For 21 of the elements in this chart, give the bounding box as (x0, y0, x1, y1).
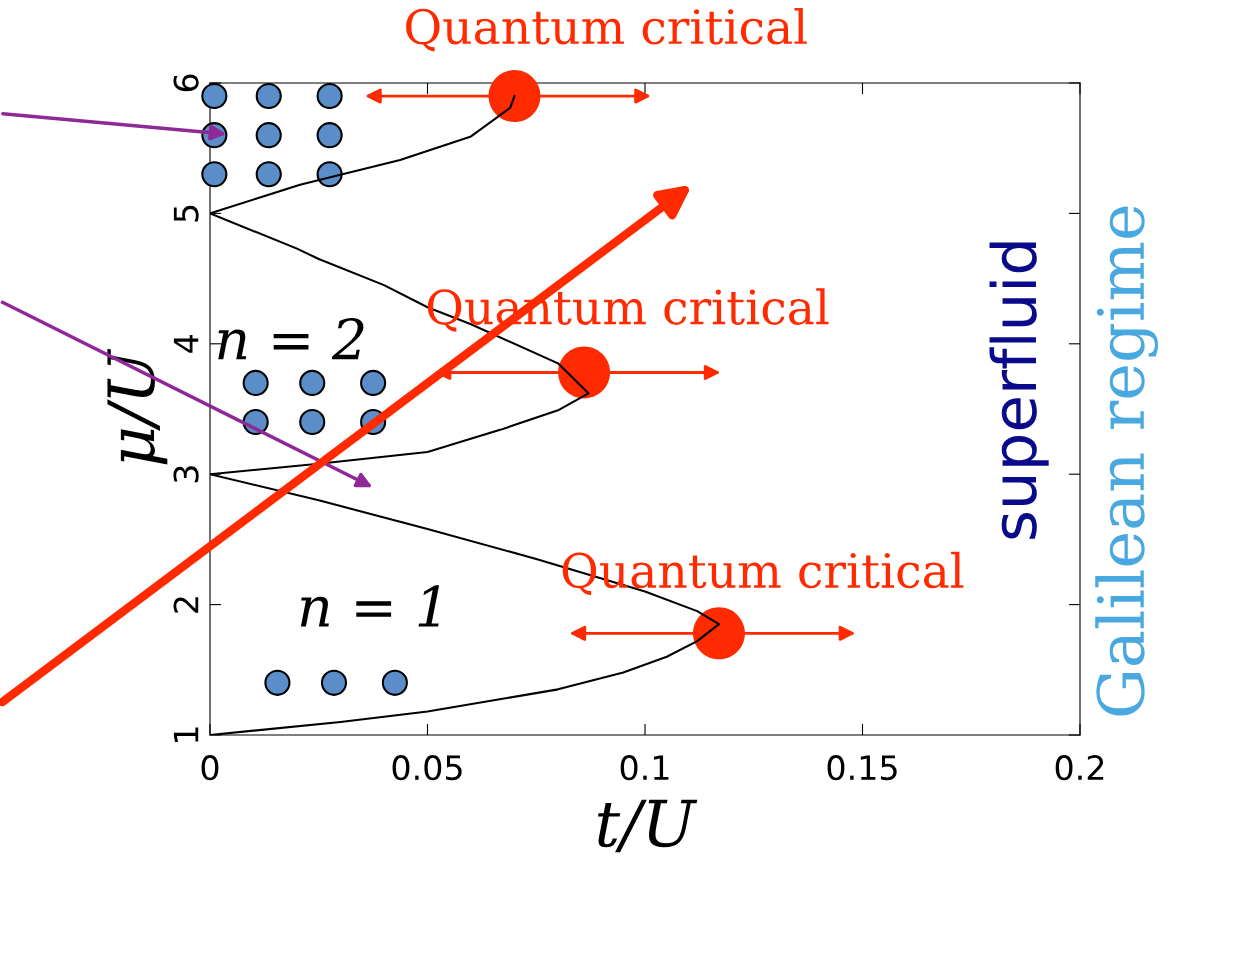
annotation: superfluid (989, 242, 1049, 539)
y-axis-title: μ/U (107, 348, 168, 465)
x-tick-label: 0 (201, 755, 219, 781)
y-tick-label: 4 (173, 335, 199, 353)
annotation: n = 1 (300, 585, 440, 627)
text: Galilean regime (1095, 206, 1158, 716)
y-tick-label: 6 (173, 74, 199, 92)
y-tick-label: 2 (173, 597, 199, 613)
x-tick-label: 0.2 (1055, 755, 1104, 781)
y-tick-label: 5 (173, 205, 199, 222)
y-tick-label: 3 (173, 466, 199, 483)
text: Quantum critical (406, 7, 807, 52)
point (692, 607, 745, 660)
point (488, 70, 541, 123)
y-tick-label: 1 (173, 727, 199, 742)
x-tick-label: 0.1 (620, 755, 669, 781)
x-tick-label: 0.15 (827, 755, 897, 781)
point (558, 346, 611, 399)
x-tick-label: 0.05 (392, 755, 462, 781)
annotation: n = 2 (218, 317, 364, 360)
x-axis-title: t/U (597, 799, 698, 853)
